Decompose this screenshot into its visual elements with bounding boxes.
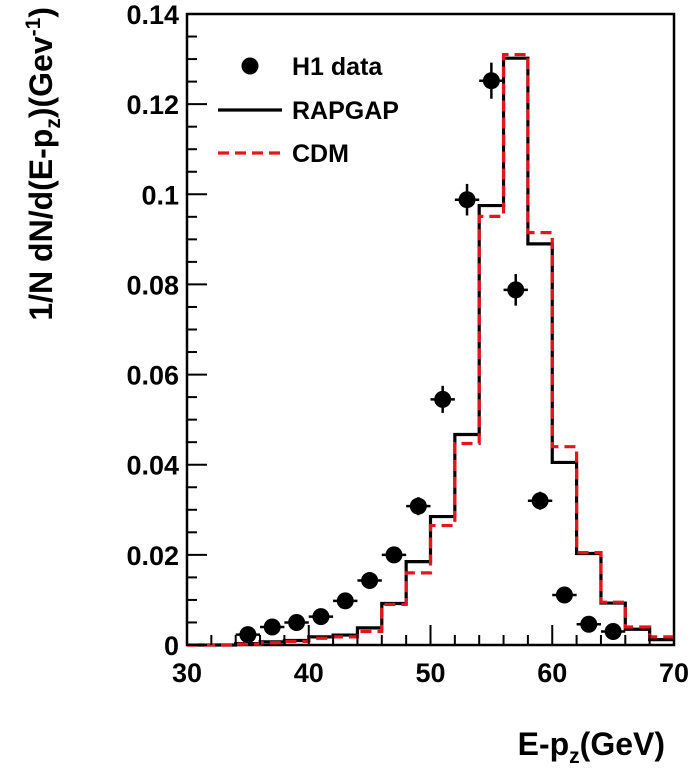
legend-h1-data: H1 data xyxy=(241,53,383,81)
data-point xyxy=(503,274,528,306)
legend-marker xyxy=(241,57,259,75)
x-tick-label: 30 xyxy=(172,658,202,688)
y-tick-label: 0.1 xyxy=(141,180,179,210)
x-axis-title: E-pz(GeV) xyxy=(518,726,665,768)
y-tick-label: 0.08 xyxy=(126,270,179,300)
legend-cdm: CDM xyxy=(218,140,349,168)
data-point xyxy=(479,62,504,99)
data-point xyxy=(333,592,358,610)
data-point xyxy=(552,586,577,604)
legend-rapgap: RAPGAP xyxy=(218,97,399,125)
legend-label: H1 data xyxy=(292,53,383,81)
data-point xyxy=(308,608,334,626)
legend-label: CDM xyxy=(292,140,349,168)
y-tick-label: 0.04 xyxy=(126,451,179,481)
data-point xyxy=(260,618,285,636)
data-point xyxy=(284,613,309,631)
legend-label: RAPGAP xyxy=(292,97,399,125)
y-tick-label: 0 xyxy=(164,631,179,661)
y-tick-label: 0.12 xyxy=(126,90,179,120)
data-point xyxy=(600,622,626,640)
x-tick-label: 50 xyxy=(415,658,445,688)
y-tick-label: 0.14 xyxy=(126,0,179,30)
y-tick-label: 0.06 xyxy=(126,361,179,391)
data-point xyxy=(406,497,431,516)
data-point xyxy=(357,572,382,590)
y-tick-label: 0.02 xyxy=(126,541,179,571)
data-point xyxy=(454,183,480,216)
data-point xyxy=(527,491,553,510)
x-tick-label: 40 xyxy=(294,658,324,688)
x-tick-label: 70 xyxy=(659,658,689,688)
y-axis-title: 1/N dN/d(E-pz)(Gev-1) xyxy=(22,7,65,321)
data-point xyxy=(430,385,455,413)
x-tick-label: 60 xyxy=(537,658,567,688)
data-point xyxy=(576,615,601,633)
data-point xyxy=(235,626,261,644)
cdm-histogram xyxy=(187,52,674,647)
data-point xyxy=(381,546,407,564)
